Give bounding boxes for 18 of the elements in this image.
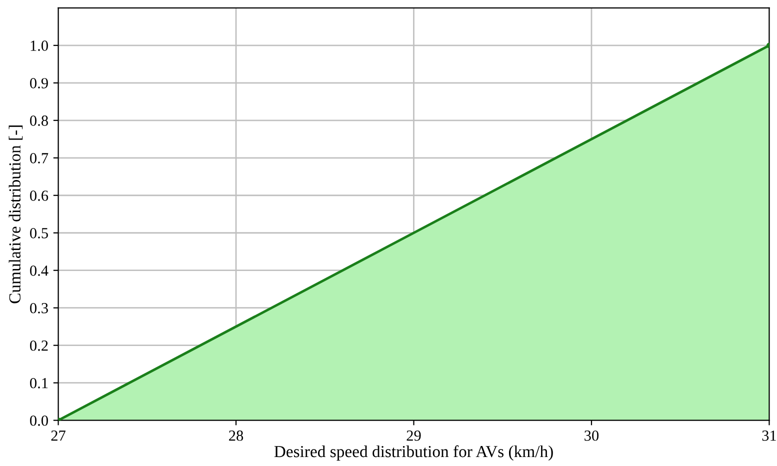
x-tick-label: 31 (762, 430, 776, 441)
x-tick-label: 29 (406, 430, 421, 441)
y-tick-label: 0.4 (30, 266, 48, 276)
y-tick-label: 0.1 (30, 378, 48, 388)
y-tick-label: 0.8 (30, 116, 48, 126)
y-tick-label: 0.0 (30, 415, 48, 426)
y-tick-label: 0.9 (30, 78, 48, 88)
y-tick-label: 0.5 (30, 228, 48, 238)
x-tick-label: 28 (229, 430, 244, 441)
x-axis-title: Desired speed distribution for AVs (km/h) (274, 445, 553, 461)
x-tick-label: 27 (51, 430, 66, 441)
y-tick-label: 0.3 (30, 302, 48, 314)
y-tick-label: 0.6 (30, 190, 48, 201)
x-tick-label: 30 (584, 430, 599, 441)
y-tick-label: 0.7 (30, 153, 48, 164)
y-tick-label: 0.2 (30, 340, 48, 351)
y-tick-label: 1.0 (30, 40, 48, 51)
y-axis-title: Cumulative distribution [-] (8, 126, 23, 304)
